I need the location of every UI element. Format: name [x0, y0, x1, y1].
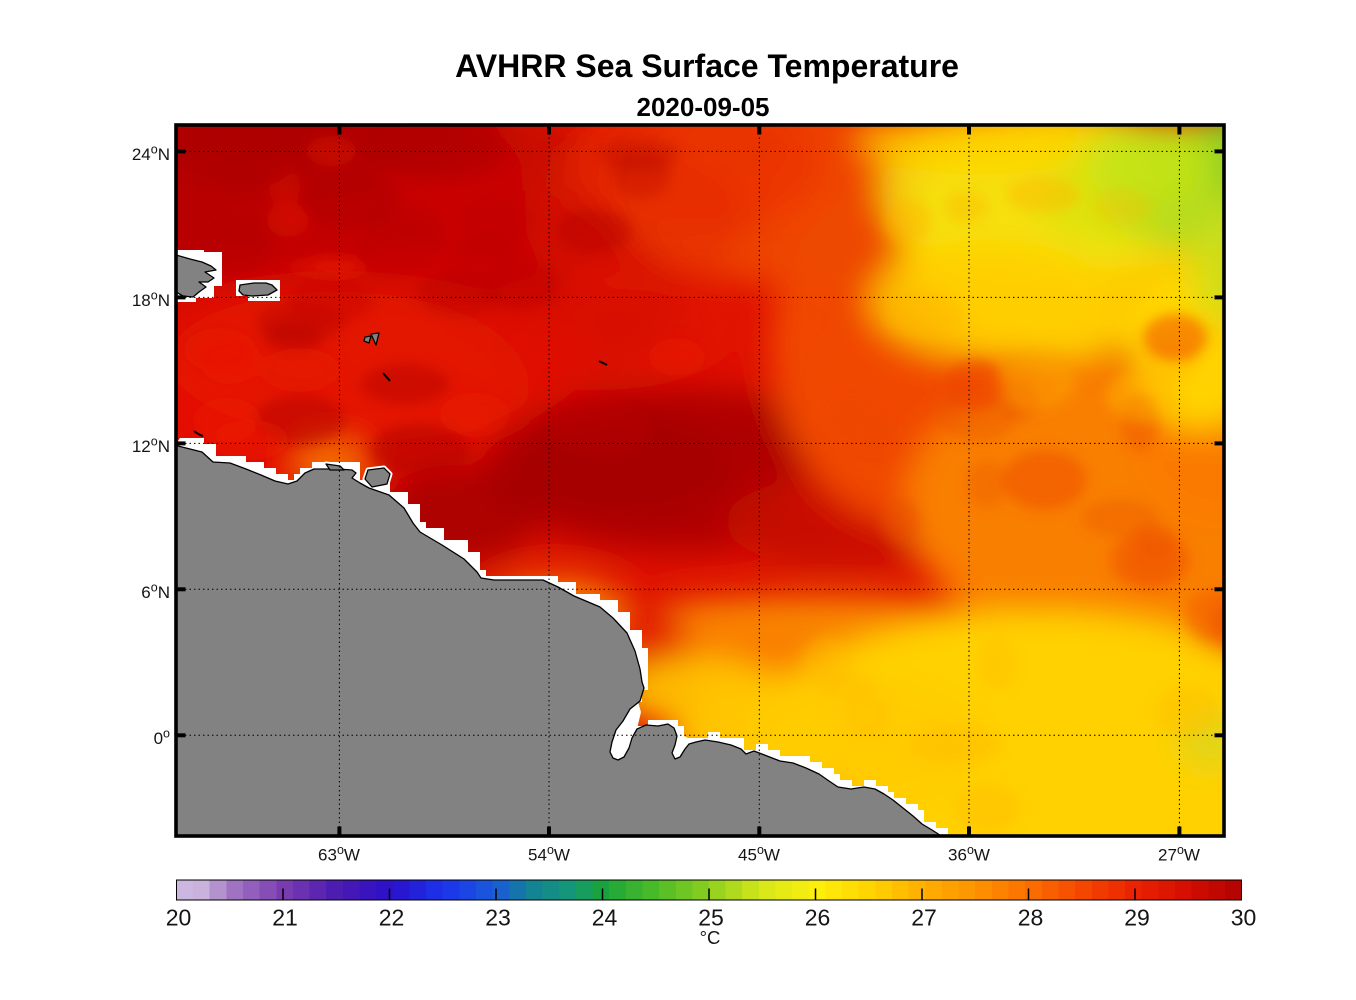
svg-text:54oW: 54oW — [528, 843, 570, 865]
svg-text:24: 24 — [592, 905, 618, 931]
svg-text:12oN: 12oN — [132, 434, 170, 456]
svg-text:30: 30 — [1231, 905, 1257, 931]
svg-text:45oW: 45oW — [738, 843, 780, 865]
svg-text:27oW: 27oW — [1158, 843, 1200, 865]
svg-text:20: 20 — [166, 905, 192, 931]
svg-text:27: 27 — [911, 905, 937, 931]
svg-text:6oN: 6oN — [141, 580, 170, 602]
svg-text:0o: 0o — [154, 726, 170, 748]
svg-text:24oN: 24oN — [132, 142, 170, 164]
svg-text:AVHRR Sea Surface Temperature: AVHRR Sea Surface Temperature — [455, 48, 959, 84]
svg-text:26: 26 — [805, 905, 831, 931]
svg-text:23: 23 — [485, 905, 511, 931]
svg-text:63oW: 63oW — [318, 843, 360, 865]
svg-text:22: 22 — [379, 905, 405, 931]
svg-text:28: 28 — [1018, 905, 1044, 931]
svg-text:36oW: 36oW — [948, 843, 990, 865]
svg-text:18oN: 18oN — [132, 288, 170, 310]
svg-text:°C: °C — [700, 927, 721, 948]
svg-text:25: 25 — [698, 905, 724, 931]
svg-text:2020-09-05: 2020-09-05 — [637, 92, 770, 122]
svg-text:21: 21 — [272, 905, 298, 931]
svg-text:29: 29 — [1124, 905, 1150, 931]
